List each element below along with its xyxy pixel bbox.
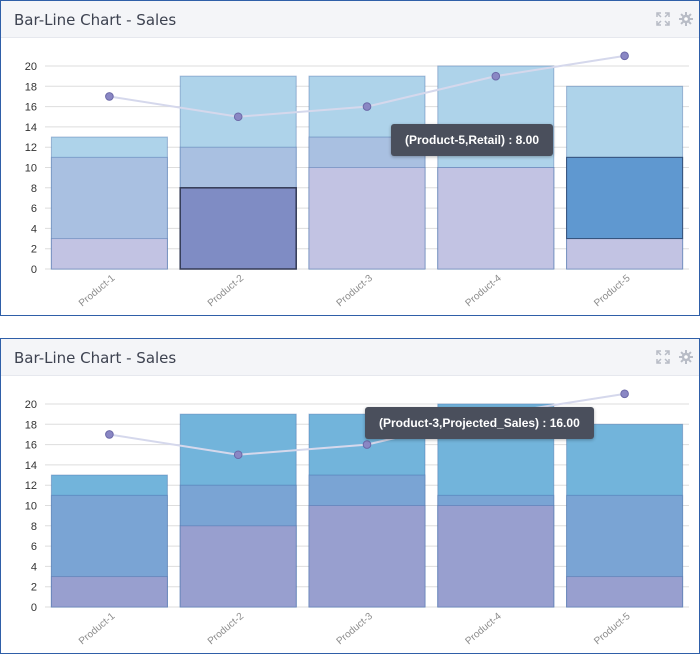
gear-icon[interactable] <box>679 12 693 26</box>
x-tick-label: Product-1 <box>77 611 118 648</box>
line-point-product-1[interactable] <box>105 92 114 101</box>
y-tick-label: 0 <box>31 602 37 614</box>
y-tick-label: 14 <box>25 460 37 472</box>
y-tick-label: 20 <box>25 61 37 73</box>
chart-tooltip: (Product-5,Retail) : 8.00 <box>391 124 554 156</box>
y-tick-label: 6 <box>31 541 37 553</box>
bar-line-chart: 0 2 4 6 8 10 12 14 16 18 20 Product-1 Product-2 Produ… <box>25 51 689 310</box>
bar-product-5-s2[interactable] <box>566 238 684 270</box>
y-tick-label: 18 <box>25 81 37 93</box>
y-tick-label: 6 <box>31 203 37 215</box>
line-point-product-2[interactable] <box>233 450 243 460</box>
y-tick-label: 4 <box>31 561 37 573</box>
x-tick-label: Product-4 <box>463 611 504 648</box>
y-tick-label: 2 <box>31 582 37 594</box>
y-tick-label: 8 <box>31 183 37 195</box>
chart-panel-1: Bar-Line Chart - Sales 0 2 4 6 8 10 12 14 16 18 20… <box>0 0 700 316</box>
line-point-product-5[interactable] <box>620 389 629 399</box>
x-tick-label: Product-3 <box>335 611 376 648</box>
y-tick-label: 4 <box>31 223 37 235</box>
expand-icon[interactable] <box>656 12 670 26</box>
bar-line-chart: 0 2 4 6 8 10 12 14 16 18 20 Product-1 Product-2 Produ… <box>25 389 689 648</box>
x-tick-label: Product-1 <box>77 273 118 310</box>
y-tick-label: 8 <box>31 521 37 533</box>
x-tick-label: Product-5 <box>592 273 633 310</box>
bar-product-3-s2[interactable] <box>308 167 426 270</box>
y-tick-label: 18 <box>25 419 37 431</box>
x-tick-label: Product-2 <box>206 611 247 648</box>
bar-product-5-highlight[interactable] <box>566 156 684 240</box>
y-tick-label: 14 <box>25 122 37 134</box>
panel-title: Bar-Line Chart - Sales <box>14 11 177 29</box>
y-tick-label: 10 <box>25 163 37 175</box>
bar-product-2-highlight[interactable] <box>179 187 297 270</box>
panel-title: Bar-Line Chart - Sales <box>14 349 177 367</box>
bar-product-1-s2[interactable] <box>50 238 168 270</box>
bar-product-4-s2[interactable] <box>437 167 555 270</box>
y-tick-label: 0 <box>31 264 37 276</box>
y-tick-label: 2 <box>31 244 37 256</box>
line-point-product-3[interactable] <box>362 440 372 449</box>
expand-icon[interactable] <box>656 350 670 364</box>
line-point-product-1[interactable] <box>105 430 114 439</box>
bar-product-3-s2[interactable] <box>308 505 426 608</box>
line-point-product-2[interactable] <box>233 112 243 122</box>
panel-header: Bar-Line Chart - Sales <box>1 1 699 38</box>
y-tick-label: 12 <box>25 142 37 154</box>
x-tick-label: Product-3 <box>335 273 376 310</box>
line-point-product-4[interactable] <box>491 71 501 81</box>
chart-tooltip: (Product-3,Projected_Sales) : 16.00 <box>365 407 594 439</box>
y-tick-label: 16 <box>25 440 37 452</box>
bar-product-2-s2[interactable] <box>179 525 297 608</box>
y-tick-label: 12 <box>25 480 37 492</box>
y-tick-label: 20 <box>25 399 37 411</box>
line-point-product-3[interactable] <box>362 102 372 111</box>
panel-header: Bar-Line Chart - Sales <box>1 339 699 376</box>
bar-product-5-s2[interactable] <box>566 576 684 608</box>
gear-icon[interactable] <box>679 350 693 364</box>
x-tick-label: Product-5 <box>592 611 633 648</box>
chart-panel-2: Bar-Line Chart - Sales 0 2 4 6 8 10 12 14 16 18 20… <box>0 338 700 654</box>
y-tick-label: 16 <box>25 102 37 114</box>
x-tick-label: Product-2 <box>206 273 247 310</box>
bar-product-1-s2[interactable] <box>50 576 168 608</box>
line-point-product-5[interactable] <box>620 51 629 61</box>
bar-product-4-s2[interactable] <box>437 505 555 608</box>
y-tick-label: 10 <box>25 501 37 513</box>
x-tick-label: Product-4 <box>463 273 504 310</box>
